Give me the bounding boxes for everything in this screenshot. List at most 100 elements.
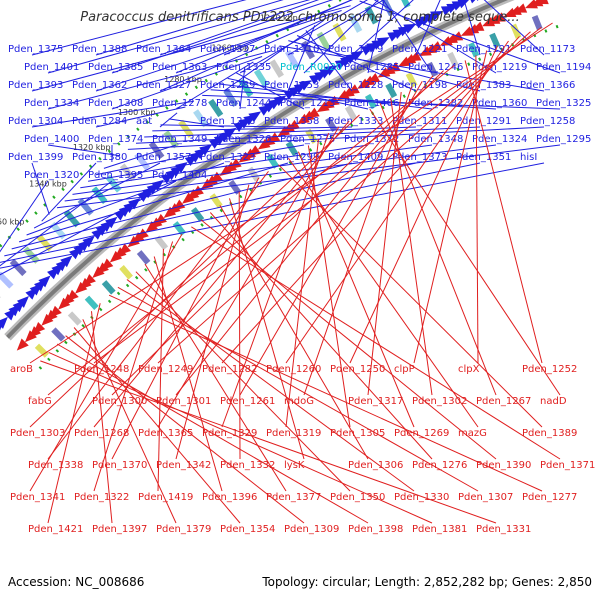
gene-leader-line <box>72 144 433 195</box>
forward-gene-arrow <box>430 11 444 21</box>
gene-label-top: Pden_1327 <box>136 80 191 91</box>
gene-leader-line <box>175 0 353 74</box>
forward-gene-arrow <box>199 144 212 156</box>
gene-leader-line <box>219 205 369 460</box>
gene-leader-line <box>73 327 241 524</box>
reverse-gene-arrow <box>306 107 320 119</box>
gene-label-bottom: Pden_1332 <box>220 460 275 471</box>
cog-block <box>325 116 338 133</box>
gene-label-top: Pden_1213 <box>280 98 335 109</box>
gene-label-top: Pden_1400 <box>24 134 79 145</box>
gene-leader-line <box>47 303 101 524</box>
gene-label-bottom: Pden_1331 <box>476 524 531 535</box>
gene-label-top: hisI <box>520 152 537 163</box>
reverse-gene-arrow <box>403 54 417 64</box>
gene-label-bottom: Pden_1330 <box>394 492 449 503</box>
cog-block <box>154 235 169 251</box>
gene-leader-line <box>415 0 441 56</box>
gene-label-top: Pden_1375 <box>8 44 63 55</box>
gene-label-top: Pden_1409 <box>328 152 383 163</box>
gene-label-bottom: Pden_1249 <box>138 364 193 375</box>
reverse-gene-arrow <box>471 21 485 32</box>
gene-label-bottom: Pden_1379 <box>156 524 211 535</box>
reverse-gene-arrow <box>408 51 422 62</box>
gene-label-bottom: Pden_1268 <box>74 428 129 439</box>
gene-label-top: Pden_1348 <box>408 134 463 145</box>
gene-label-top: Pden_1382 <box>408 98 463 109</box>
gene-leader-line <box>41 162 97 222</box>
forward-gene-arrow <box>38 275 51 288</box>
gene-leader-line <box>29 22 553 364</box>
gene-label-top: Pden_1406 <box>344 98 399 109</box>
gene-leader-line <box>463 0 481 56</box>
gene-leader-line <box>238 191 241 460</box>
gene-leader-line <box>288 40 481 92</box>
gene-label-top: Pden_1363 <box>152 62 207 73</box>
forward-gene-arrow <box>457 0 469 9</box>
gene-leader-line <box>88 144 305 182</box>
gene-label-bottom: Pden_1301 <box>156 396 211 407</box>
kbp-label: 1280 kbp <box>164 75 202 84</box>
gene-label-top: Pden_1275 <box>280 134 335 145</box>
gene-label-top: Pden_1221 <box>392 44 447 55</box>
gene-leader-line <box>287 0 385 56</box>
gene-leader-line <box>279 45 545 92</box>
gene-leader-line <box>126 279 415 492</box>
gene-leader-line <box>159 0 320 56</box>
gene-leader-line <box>0 180 49 253</box>
kbp-label: 1240 kbp <box>260 14 298 23</box>
gene-label-bottom: mazG <box>458 428 487 439</box>
cog-block <box>344 105 358 121</box>
gene-label-top: Pden_1304 <box>8 116 63 127</box>
forward-gene-arrow <box>298 80 312 91</box>
reverse-gene-arrow <box>362 75 376 86</box>
gene-label-top: Pden_1351 <box>456 152 511 163</box>
cog-block <box>348 14 363 33</box>
gene-label-top: Pden_1349 <box>152 134 207 145</box>
reverse-gene-arrow <box>382 64 396 75</box>
gene-leader-line <box>382 0 433 74</box>
gene-leader-line <box>11 162 353 250</box>
gene-leader-line <box>144 126 417 138</box>
gene-leader-line <box>229 198 305 460</box>
gene-leader-line <box>287 157 479 428</box>
reverse-gene-arrow <box>118 243 131 255</box>
cog-block <box>0 284 1 302</box>
gene-leader-line <box>464 60 543 364</box>
reverse-gene-arrow <box>301 110 315 122</box>
reverse-gene-arrow <box>191 185 204 197</box>
gene-label-top: Pden_1385 <box>88 62 143 73</box>
gene-label-bottom: Pden_1300 <box>92 396 147 407</box>
gene-label-top: Pden_1358 <box>264 116 319 127</box>
gene-label-top: Pden_1238 <box>200 116 255 127</box>
cog-block <box>397 0 411 9</box>
cog-block <box>67 311 82 326</box>
gene-leader-line <box>157 31 531 364</box>
cog-block <box>34 343 49 358</box>
reverse-gene-arrow <box>136 228 149 240</box>
gene-leader-line <box>359 0 561 74</box>
gene-label-top: Pden_1173 <box>520 44 575 55</box>
gene-label-bottom: Pden_1342 <box>156 460 211 471</box>
gene-label-bottom: Pden_1329 <box>202 428 257 439</box>
gene-leader-line <box>95 10 342 92</box>
gene-label-top: Pden_1404 <box>152 170 207 181</box>
gene-leader-line <box>219 83 433 110</box>
cog-block <box>447 51 459 68</box>
gene-leader-line <box>153 256 223 492</box>
gene-label-top: Pden_1362 <box>72 80 127 91</box>
gene-leader-line <box>0 162 545 269</box>
gene-leader-line <box>31 0 247 56</box>
reverse-gene-arrow <box>66 289 79 302</box>
gene-leader-line <box>369 108 561 396</box>
gene-leader-line <box>0 180 113 267</box>
gene-leader-line <box>157 248 164 492</box>
gene-label-bottom: Pden_1365 <box>138 428 193 439</box>
gene-leader-line <box>29 233 183 492</box>
gene-label-top: Pden_1253 <box>264 80 319 91</box>
gene-leader-line <box>95 0 284 56</box>
gene-label-bottom: clpX <box>458 364 480 375</box>
gene-label-top: Pden_1393 <box>8 80 63 91</box>
gene-label-top: Pden_1311 <box>392 116 447 127</box>
gene-label-top: Pden_1325 <box>536 98 591 109</box>
